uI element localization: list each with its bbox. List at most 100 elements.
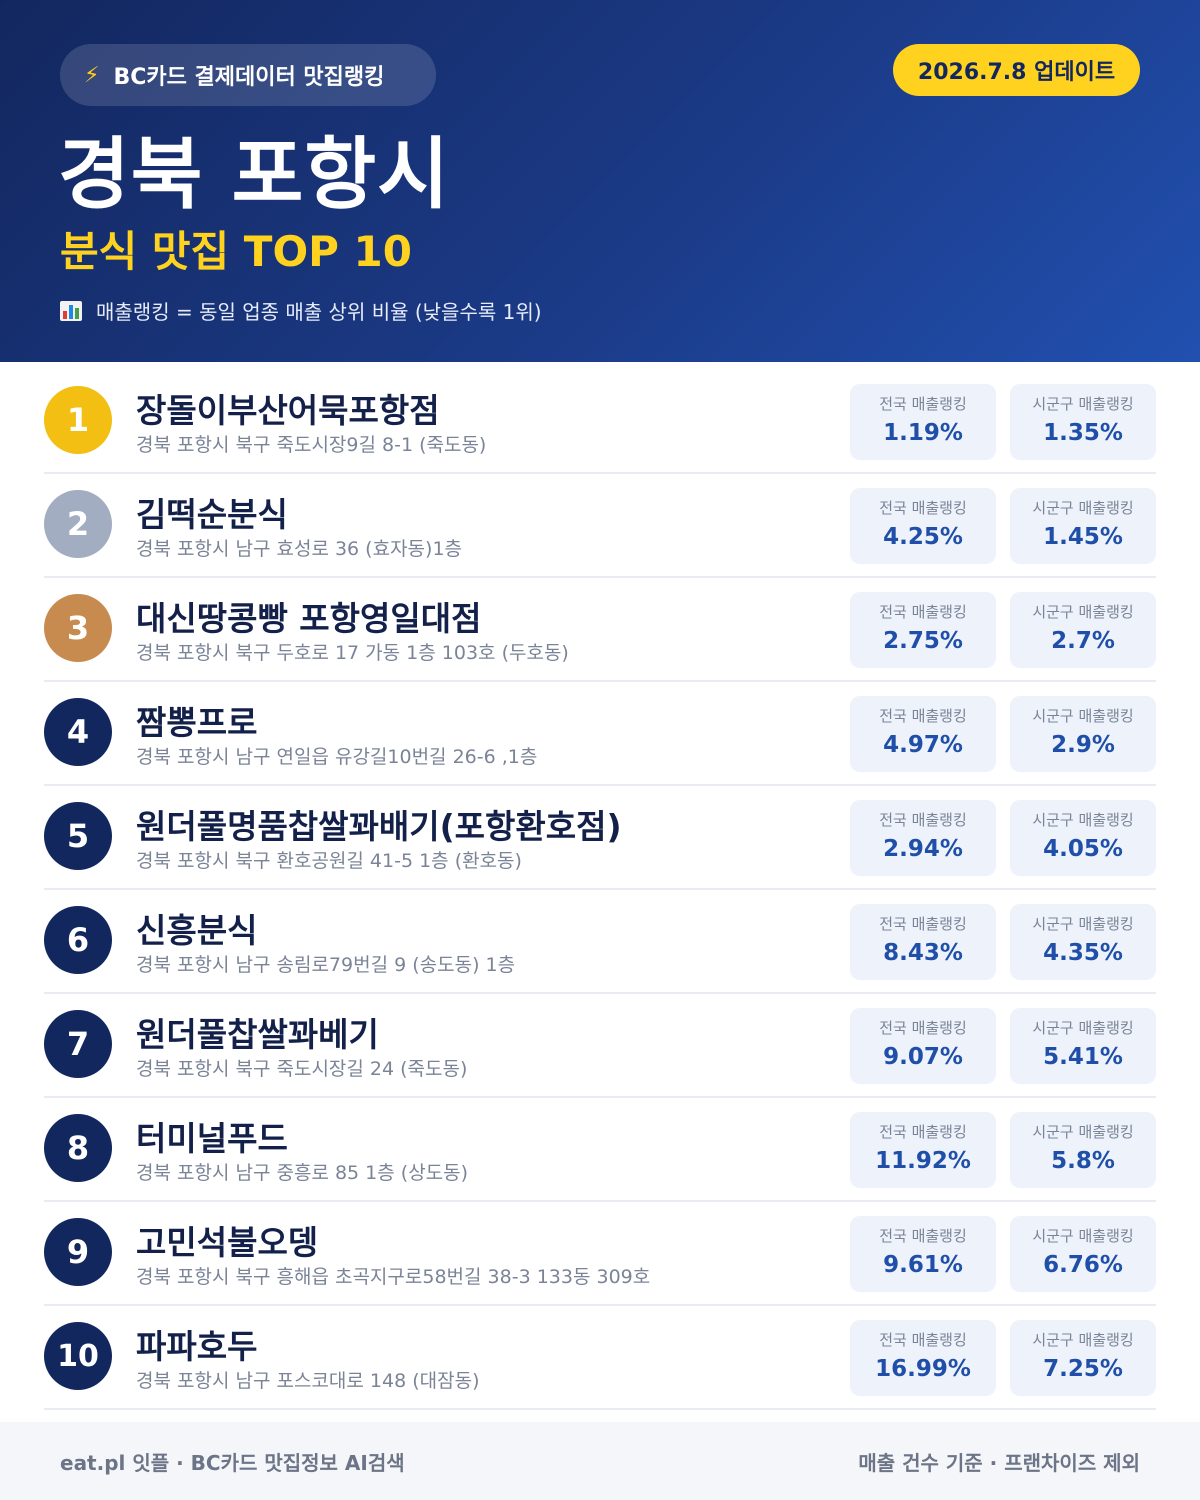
restaurant-address: 경북 포항시 북구 죽도시장길 24 (죽도동) [136,1058,468,1080]
local-rank-label: 시군구 매출랭킹 [1032,915,1134,933]
brand-label: BC카드 결제데이터 맛집랭킹 [113,65,385,90]
national-rank-value: 2.75% [883,628,963,654]
restaurant-row[interactable]: 4 짬뽕프로 경북 포항시 남구 연일읍 유강길10번길 26-6 ,1층 전국… [44,682,1156,786]
header-banner: ⚡ BC카드 결제데이터 맛집랭킹 2026.7.8 업데이트 경북 포항시 분… [0,0,1200,362]
restaurant-address: 경북 포항시 북구 죽도시장9길 8-1 (죽도동) [136,434,487,456]
local-rank-value: 4.05% [1043,836,1123,862]
restaurant-row[interactable]: 8 터미널푸드 경북 포항시 남구 중흥로 85 1층 (상도동) 전국 매출랭… [44,1098,1156,1202]
restaurant-address: 경북 포항시 남구 포스코대로 148 (대잠동) [136,1370,480,1392]
national-rank-value: 9.07% [883,1044,963,1070]
local-rank-label: 시군구 매출랭킹 [1032,1227,1134,1245]
restaurant-address: 경북 포항시 북구 흥해읍 초곡지구로58번길 38-3 133동 309호 [136,1266,651,1288]
bar-chart-icon [60,300,82,321]
restaurant-row[interactable]: 9 고민석불오뎅 경북 포항시 북구 흥해읍 초곡지구로58번길 38-3 13… [44,1202,1156,1306]
national-rank-label: 전국 매출랭킹 [879,395,967,413]
rank-badge: 2 [44,490,112,558]
rank-badge: 8 [44,1114,112,1182]
footer-note: 매출 건수 기준 · 프랜차이즈 제외 [858,1450,1140,1475]
national-rank-label: 전국 매출랭킹 [879,1019,967,1037]
national-rank-value: 16.99% [875,1356,971,1382]
local-rank-value: 6.76% [1043,1252,1123,1278]
restaurant-row[interactable]: 10 파파호두 경북 포항시 남구 포스코대로 148 (대잠동) 전국 매출랭… [44,1306,1156,1410]
national-rank-label: 전국 매출랭킹 [879,811,967,829]
rank-badge: 1 [44,386,112,454]
restaurant-address: 경북 포항시 남구 효성로 36 (효자동)1층 [136,538,463,560]
national-rank-label: 전국 매출랭킹 [879,1331,967,1349]
national-rank-label: 전국 매출랭킹 [879,499,967,517]
restaurant-address: 경북 포항시 북구 환호공원길 41-5 1층 (환호동) [136,850,522,872]
local-rank-card: 시군구 매출랭킹 4.05% [1010,800,1156,876]
local-rank-card: 시군구 매출랭킹 1.35% [1010,384,1156,460]
restaurant-row[interactable]: 5 원더풀명품찹쌀꽈배기(포항환호점) 경북 포항시 북구 환호공원길 41-5… [44,786,1156,890]
restaurant-address: 경북 포항시 남구 송림로79번길 9 (송도동) 1층 [136,954,516,976]
lightning-bolt-icon: ⚡ [84,62,100,88]
ranking-note: 매출랭킹 = 동일 업종 매출 상위 비율 (낮을수록 1위) [60,296,542,325]
restaurant-name: 원더풀명품찹쌀꽈배기(포항환호점) [136,807,622,846]
national-rank-card: 전국 매출랭킹 4.25% [850,488,996,564]
national-rank-card: 전국 매출랭킹 1.19% [850,384,996,460]
local-rank-card: 시군구 매출랭킹 7.25% [1010,1320,1156,1396]
local-rank-value: 5.41% [1043,1044,1123,1070]
restaurant-row[interactable]: 6 신흥분식 경북 포항시 남구 송림로79번길 9 (송도동) 1층 전국 매… [44,890,1156,994]
national-rank-value: 11.92% [875,1148,971,1174]
local-rank-label: 시군구 매출랭킹 [1032,707,1134,725]
national-rank-value: 4.97% [883,732,963,758]
restaurant-name: 고민석불오뎅 [136,1223,319,1262]
local-rank-card: 시군구 매출랭킹 2.7% [1010,592,1156,668]
local-rank-value: 1.35% [1043,420,1123,446]
restaurant-name: 김떡순분식 [136,495,288,534]
national-rank-card: 전국 매출랭킹 2.75% [850,592,996,668]
restaurant-list: 1 장돌이부산어묵포항점 경북 포항시 북구 죽도시장9길 8-1 (죽도동) … [44,370,1156,1410]
national-rank-value: 8.43% [883,940,963,966]
local-rank-value: 1.45% [1043,524,1123,550]
restaurant-row[interactable]: 2 김떡순분식 경북 포항시 남구 효성로 36 (효자동)1층 전국 매출랭킹… [44,474,1156,578]
restaurant-name: 터미널푸드 [136,1119,288,1158]
national-rank-label: 전국 매출랭킹 [879,707,967,725]
restaurant-row[interactable]: 1 장돌이부산어묵포항점 경북 포항시 북구 죽도시장9길 8-1 (죽도동) … [44,370,1156,474]
local-rank-card: 시군구 매출랭킹 4.35% [1010,904,1156,980]
restaurant-row[interactable]: 7 원더풀찹쌀꽈베기 경북 포항시 북구 죽도시장길 24 (죽도동) 전국 매… [44,994,1156,1098]
national-rank-value: 9.61% [883,1252,963,1278]
rank-badge: 9 [44,1218,112,1286]
national-rank-value: 1.19% [883,420,963,446]
rank-badge: 5 [44,802,112,870]
local-rank-label: 시군구 매출랭킹 [1032,1019,1134,1037]
national-rank-label: 전국 매출랭킹 [879,1123,967,1141]
national-rank-card: 전국 매출랭킹 16.99% [850,1320,996,1396]
restaurant-name: 원더풀찹쌀꽈베기 [136,1015,379,1054]
national-rank-card: 전국 매출랭킹 9.07% [850,1008,996,1084]
local-rank-label: 시군구 매출랭킹 [1032,811,1134,829]
restaurant-name: 짬뽕프로 [136,703,258,742]
rank-badge: 7 [44,1010,112,1078]
national-rank-card: 전국 매출랭킹 8.43% [850,904,996,980]
national-rank-card: 전국 매출랭킹 9.61% [850,1216,996,1292]
restaurant-name: 대신땅콩빵 포항영일대점 [136,599,482,638]
local-rank-value: 7.25% [1043,1356,1123,1382]
restaurant-name: 장돌이부산어묵포항점 [136,391,440,430]
national-rank-card: 전국 매출랭킹 2.94% [850,800,996,876]
restaurant-address: 경북 포항시 남구 중흥로 85 1층 (상도동) [136,1162,469,1184]
national-rank-label: 전국 매출랭킹 [879,603,967,621]
local-rank-label: 시군구 매출랭킹 [1032,603,1134,621]
local-rank-label: 시군구 매출랭킹 [1032,499,1134,517]
restaurant-row[interactable]: 3 대신땅콩빵 포항영일대점 경북 포항시 북구 두호로 17 가동 1층 10… [44,578,1156,682]
rank-badge: 6 [44,906,112,974]
footer: eat.pl 잇플 · BC카드 맛집정보 AI검색 매출 건수 기준 · 프랜… [0,1422,1200,1500]
region-title: 경북 포항시 [58,130,450,220]
category-title: 분식 맛집 TOP 10 [60,227,413,276]
national-rank-label: 전국 매출랭킹 [879,1227,967,1245]
restaurant-address: 경북 포항시 북구 두호로 17 가동 1층 103호 (두호동) [136,642,569,664]
restaurant-address: 경북 포항시 남구 연일읍 유강길10번길 26-6 ,1층 [136,746,538,768]
local-rank-value: 2.9% [1051,732,1115,758]
national-rank-card: 전국 매출랭킹 4.97% [850,696,996,772]
local-rank-label: 시군구 매출랭킹 [1032,1331,1134,1349]
national-rank-card: 전국 매출랭킹 11.92% [850,1112,996,1188]
local-rank-value: 2.7% [1051,628,1115,654]
local-rank-value: 5.8% [1051,1148,1115,1174]
brand-pill: ⚡ BC카드 결제데이터 맛집랭킹 [60,44,436,106]
local-rank-card: 시군구 매출랭킹 5.8% [1010,1112,1156,1188]
local-rank-card: 시군구 매출랭킹 2.9% [1010,696,1156,772]
rank-badge: 4 [44,698,112,766]
restaurant-name: 신흥분식 [136,911,258,950]
local-rank-card: 시군구 매출랭킹 5.41% [1010,1008,1156,1084]
